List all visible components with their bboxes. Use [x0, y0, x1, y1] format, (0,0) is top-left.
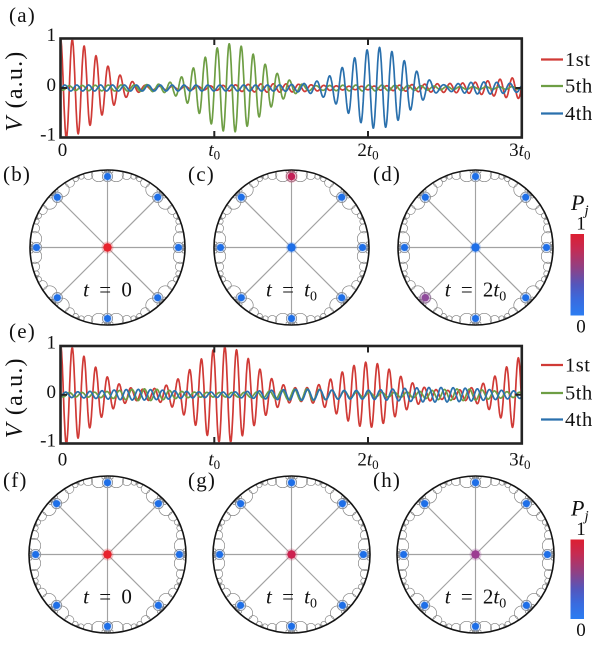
svg-text:0: 0	[576, 620, 586, 641]
svg-text:t = 2t0: t = 2t0	[445, 278, 507, 305]
svg-text:(c): (c)	[188, 162, 215, 186]
svg-text:Pj: Pj	[570, 190, 589, 219]
svg-text:0: 0	[47, 382, 57, 403]
svg-text:t0: t0	[208, 140, 220, 163]
svg-text:t = 2t0: t = 2t0	[445, 585, 507, 612]
svg-text:t = 0: t = 0	[83, 278, 132, 302]
svg-text:t = t0: t = t0	[266, 278, 317, 305]
svg-text:t = t0: t = t0	[266, 585, 317, 612]
svg-text:(f): (f)	[3, 468, 28, 492]
svg-text:4th: 4th	[565, 409, 593, 431]
svg-text:1st: 1st	[565, 49, 590, 71]
svg-text:1st: 1st	[565, 355, 590, 377]
svg-text:0: 0	[58, 450, 68, 471]
svg-text:(b): (b)	[3, 162, 31, 186]
svg-text:t = 0: t = 0	[83, 585, 132, 609]
svg-text:V (a.u.): V (a.u.)	[2, 357, 28, 438]
svg-text:5th: 5th	[565, 383, 593, 405]
svg-text:0: 0	[47, 75, 57, 96]
svg-text:Pj: Pj	[570, 496, 589, 525]
svg-text:(a): (a)	[9, 3, 36, 27]
svg-text:t0: t0	[208, 450, 220, 473]
svg-text:1: 1	[47, 333, 57, 354]
svg-text:(e): (e)	[9, 319, 36, 343]
svg-text:1: 1	[47, 25, 57, 46]
svg-text:(g): (g)	[188, 468, 216, 492]
svg-text:0: 0	[576, 317, 586, 338]
svg-text:4th: 4th	[565, 103, 593, 125]
svg-text:5th: 5th	[565, 76, 593, 98]
svg-text:-1: -1	[40, 431, 56, 452]
svg-text:V (a.u.): V (a.u.)	[2, 51, 28, 132]
svg-text:1: 1	[576, 214, 586, 235]
svg-text:0: 0	[58, 140, 68, 161]
svg-text:(d): (d)	[373, 162, 401, 186]
svg-text:1: 1	[576, 519, 586, 540]
svg-text:-1: -1	[40, 125, 56, 146]
svg-text:(h): (h)	[373, 468, 401, 492]
